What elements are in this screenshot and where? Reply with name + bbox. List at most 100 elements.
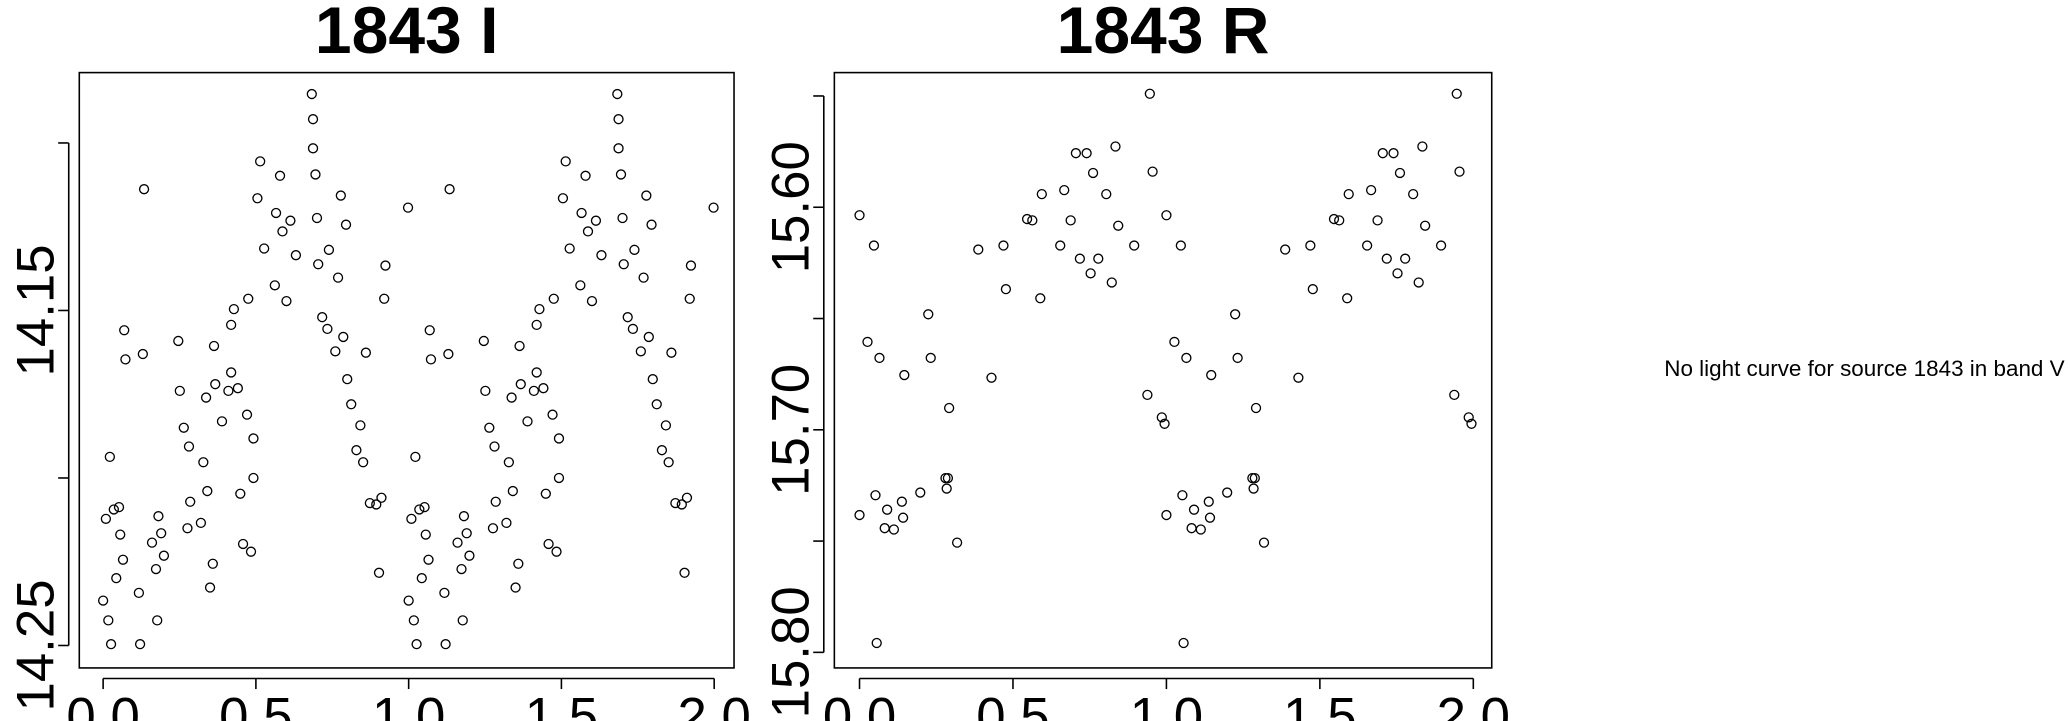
data-point	[1081, 148, 1092, 159]
data-point	[1142, 389, 1153, 401]
data-point	[1394, 167, 1406, 179]
data-point	[617, 212, 628, 224]
data-point	[1110, 141, 1121, 152]
data-point	[156, 528, 167, 539]
data-point	[457, 615, 468, 626]
data-point	[152, 615, 163, 626]
data-point	[1307, 283, 1318, 295]
data-point	[1334, 215, 1345, 226]
data-point	[1181, 352, 1192, 364]
data-point	[153, 511, 164, 522]
data-point	[1093, 253, 1104, 264]
data-point	[97, 595, 109, 606]
data-point	[307, 114, 319, 125]
data-point	[133, 587, 145, 599]
data-point	[538, 383, 549, 394]
data-point	[198, 457, 209, 468]
data-point	[274, 170, 286, 181]
x-tick-label: 2.0	[1437, 688, 1510, 721]
data-point	[1147, 166, 1158, 177]
data-point	[1178, 637, 1189, 649]
x-tick-label: 0.5	[219, 688, 292, 721]
data-point	[874, 352, 885, 364]
data-point	[986, 372, 997, 383]
data-point	[342, 373, 353, 385]
data-point	[1449, 389, 1460, 401]
data-point	[1342, 293, 1353, 304]
data-point	[1106, 277, 1117, 288]
data-point	[1361, 240, 1373, 251]
chart-title: 1843 I	[315, 0, 499, 67]
data-point	[313, 259, 324, 270]
data-point	[484, 422, 495, 433]
data-point	[208, 340, 220, 352]
data-point	[195, 517, 207, 529]
data-point	[553, 433, 565, 444]
data-point	[557, 193, 569, 204]
data-point	[402, 202, 414, 213]
data-point	[879, 523, 890, 534]
data-point	[503, 457, 515, 468]
data-point	[1454, 166, 1465, 177]
data-point	[277, 226, 288, 237]
plot-frame	[833, 71, 1493, 669]
data-point	[420, 529, 431, 540]
data-point	[1027, 215, 1038, 226]
data-point	[943, 402, 955, 414]
data-point	[185, 496, 196, 507]
data-point	[248, 433, 259, 444]
data-point	[528, 385, 540, 397]
data-point	[281, 295, 292, 307]
data-point	[480, 385, 491, 397]
data-point	[596, 250, 607, 261]
data-point	[178, 422, 189, 433]
data-point	[656, 445, 668, 456]
data-point	[540, 488, 551, 499]
data-point	[613, 143, 624, 154]
data-point	[248, 472, 259, 484]
data-point	[1232, 352, 1243, 364]
data-point	[158, 550, 170, 561]
data-point	[1186, 523, 1197, 534]
data-point	[543, 538, 554, 550]
data-point	[323, 244, 335, 255]
data-point	[925, 352, 936, 364]
data-point	[117, 554, 129, 565]
data-point	[182, 523, 193, 534]
data-point	[1161, 509, 1172, 521]
data-point	[105, 639, 117, 650]
data-point	[410, 451, 421, 463]
data-point	[252, 193, 263, 204]
data-point	[862, 336, 873, 348]
data-point	[490, 496, 501, 507]
data-point	[1258, 537, 1270, 548]
data-point	[408, 615, 419, 626]
data-point	[641, 190, 652, 201]
data-point	[111, 573, 122, 584]
data-point	[941, 483, 952, 494]
data-point	[1463, 412, 1474, 423]
data-point	[1280, 244, 1291, 255]
data-point	[1305, 240, 1316, 251]
data-point	[590, 215, 602, 226]
data-point	[514, 340, 525, 352]
data-point	[119, 325, 130, 336]
data-point	[871, 637, 882, 649]
data-point	[635, 346, 646, 357]
data-point	[1365, 184, 1377, 196]
data-point	[973, 244, 984, 255]
data-point	[1177, 490, 1188, 501]
data-point	[547, 409, 558, 420]
x-tick-label: 0.0	[823, 688, 896, 721]
data-point	[1435, 240, 1447, 251]
data-point	[411, 639, 422, 650]
data-point	[414, 504, 425, 515]
data-point	[1065, 215, 1076, 226]
data-point	[531, 319, 542, 331]
data-point	[419, 501, 430, 513]
data-point	[403, 595, 414, 606]
data-point	[223, 385, 234, 397]
data-point	[357, 457, 369, 468]
data-point	[896, 496, 908, 507]
data-point	[1343, 188, 1354, 200]
